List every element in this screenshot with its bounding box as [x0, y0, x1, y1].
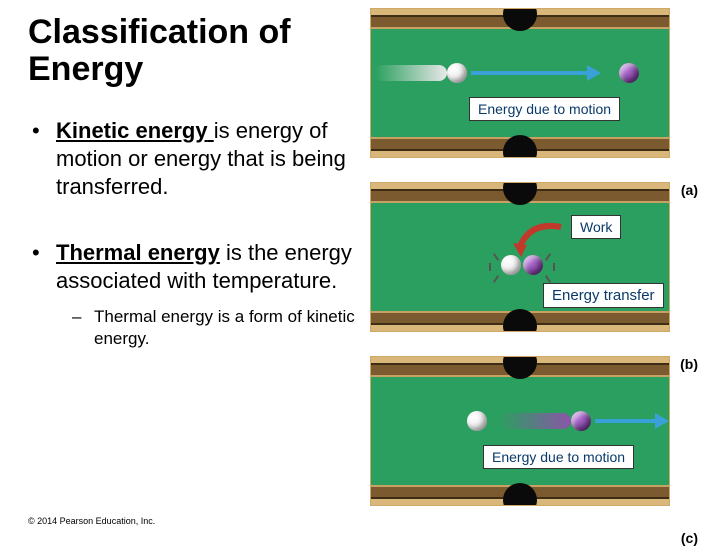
sub-bullet-text: Thermal energy is a form of kinetic ener… [94, 306, 358, 350]
bullet-dot: • [28, 239, 56, 295]
panel-a: Energy due to motion (a) [370, 8, 712, 176]
term-thermal: Thermal energy [56, 240, 220, 265]
arrow-motion-c [595, 419, 657, 423]
cue-ball [447, 63, 467, 83]
bullet-text: Thermal energy is the energy associated … [56, 239, 358, 295]
bullet-thermal: • Thermal energy is the energy associate… [28, 239, 358, 350]
sub-bullet-thermal: – Thermal energy is a form of kinetic en… [72, 306, 358, 350]
object-ball [619, 63, 639, 83]
panel-b: Work Energy transfer (b) [370, 182, 712, 350]
label-motion-a: Energy due to motion [469, 97, 620, 121]
title-line1: Classification of [28, 13, 291, 51]
term-kinetic: Kinetic energy [56, 118, 208, 143]
object-ball [571, 411, 591, 431]
bullet-dot: • [28, 117, 56, 201]
bullet-text: Kinetic energy is energy of motion or en… [56, 117, 358, 201]
arrow-motion-a [471, 71, 589, 75]
panel-letter-c: (c) [356, 530, 698, 546]
label-motion-c: Energy due to motion [483, 445, 634, 469]
sub-dash: – [72, 306, 94, 350]
page-title: Classification of Energy [28, 14, 358, 89]
label-work: Work [571, 215, 621, 239]
title-line2: Energy [28, 50, 143, 88]
work-arrow-icon [511, 219, 571, 259]
label-transfer: Energy transfer [543, 283, 664, 308]
cue-ball [467, 411, 487, 431]
bullet-kinetic: • Kinetic energy is energy of motion or … [28, 117, 358, 201]
copyright: © 2014 Pearson Education, Inc. [28, 516, 155, 526]
panel-c: Energy due to motion (c) [370, 356, 712, 524]
